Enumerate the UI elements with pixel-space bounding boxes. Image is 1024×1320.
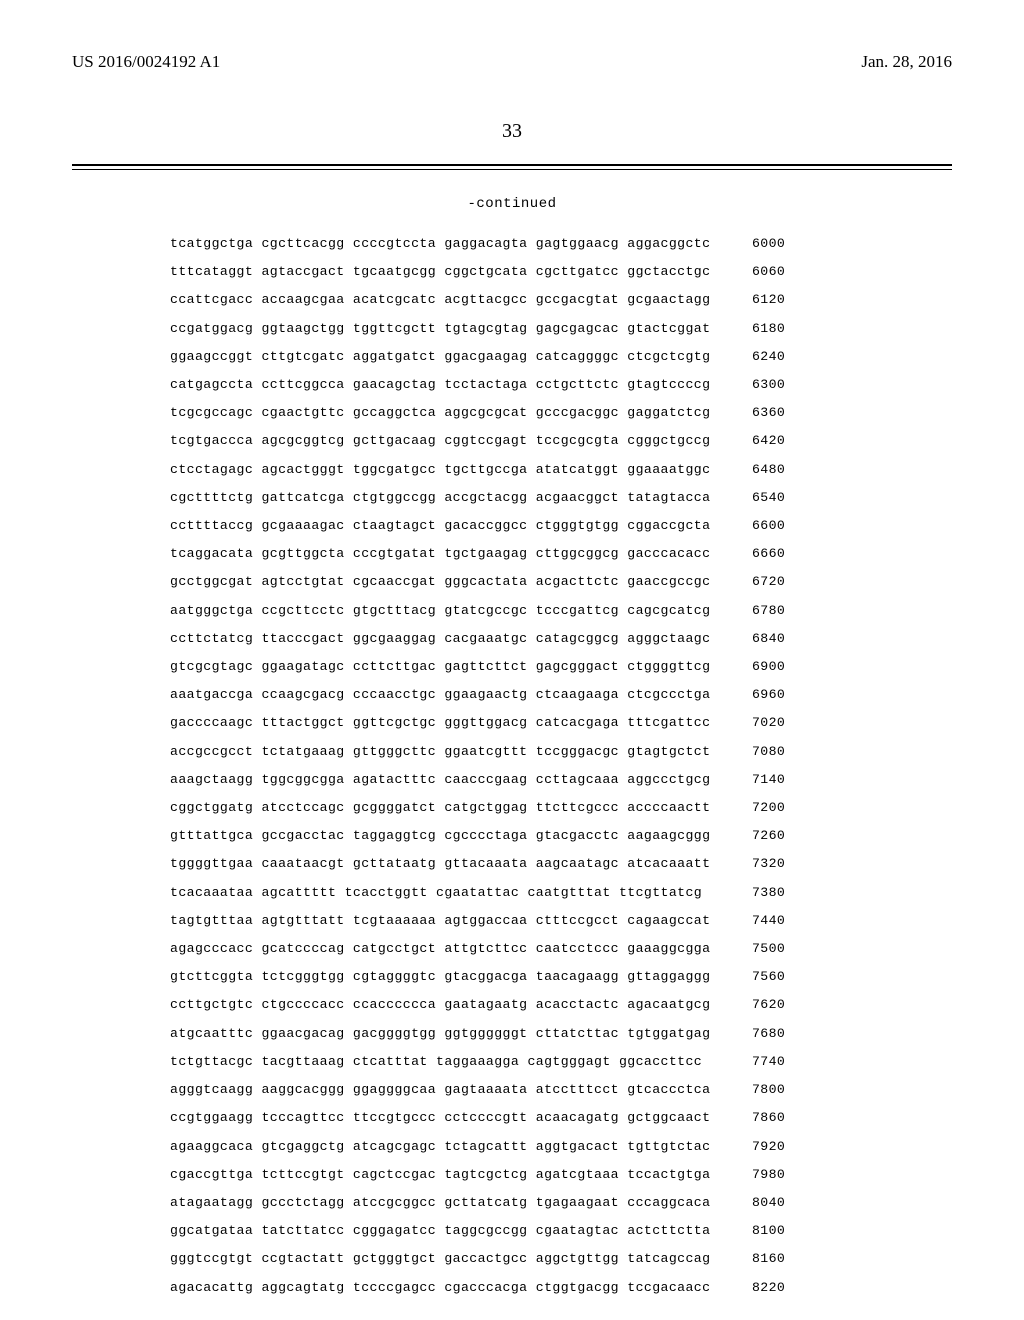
publication-number: US 2016/0024192 A1	[72, 52, 220, 72]
page-root: US 2016/0024192 A1 Jan. 28, 2016 33 -con…	[0, 0, 1024, 1320]
sequence-listing: tcatggctga cgcttcacgg ccccgtccta gaggaca…	[170, 230, 785, 1302]
continued-label: -continued	[0, 196, 1024, 212]
publication-date: Jan. 28, 2016	[861, 52, 952, 72]
page-number: 33	[0, 120, 1024, 143]
horizontal-rule	[72, 164, 952, 170]
